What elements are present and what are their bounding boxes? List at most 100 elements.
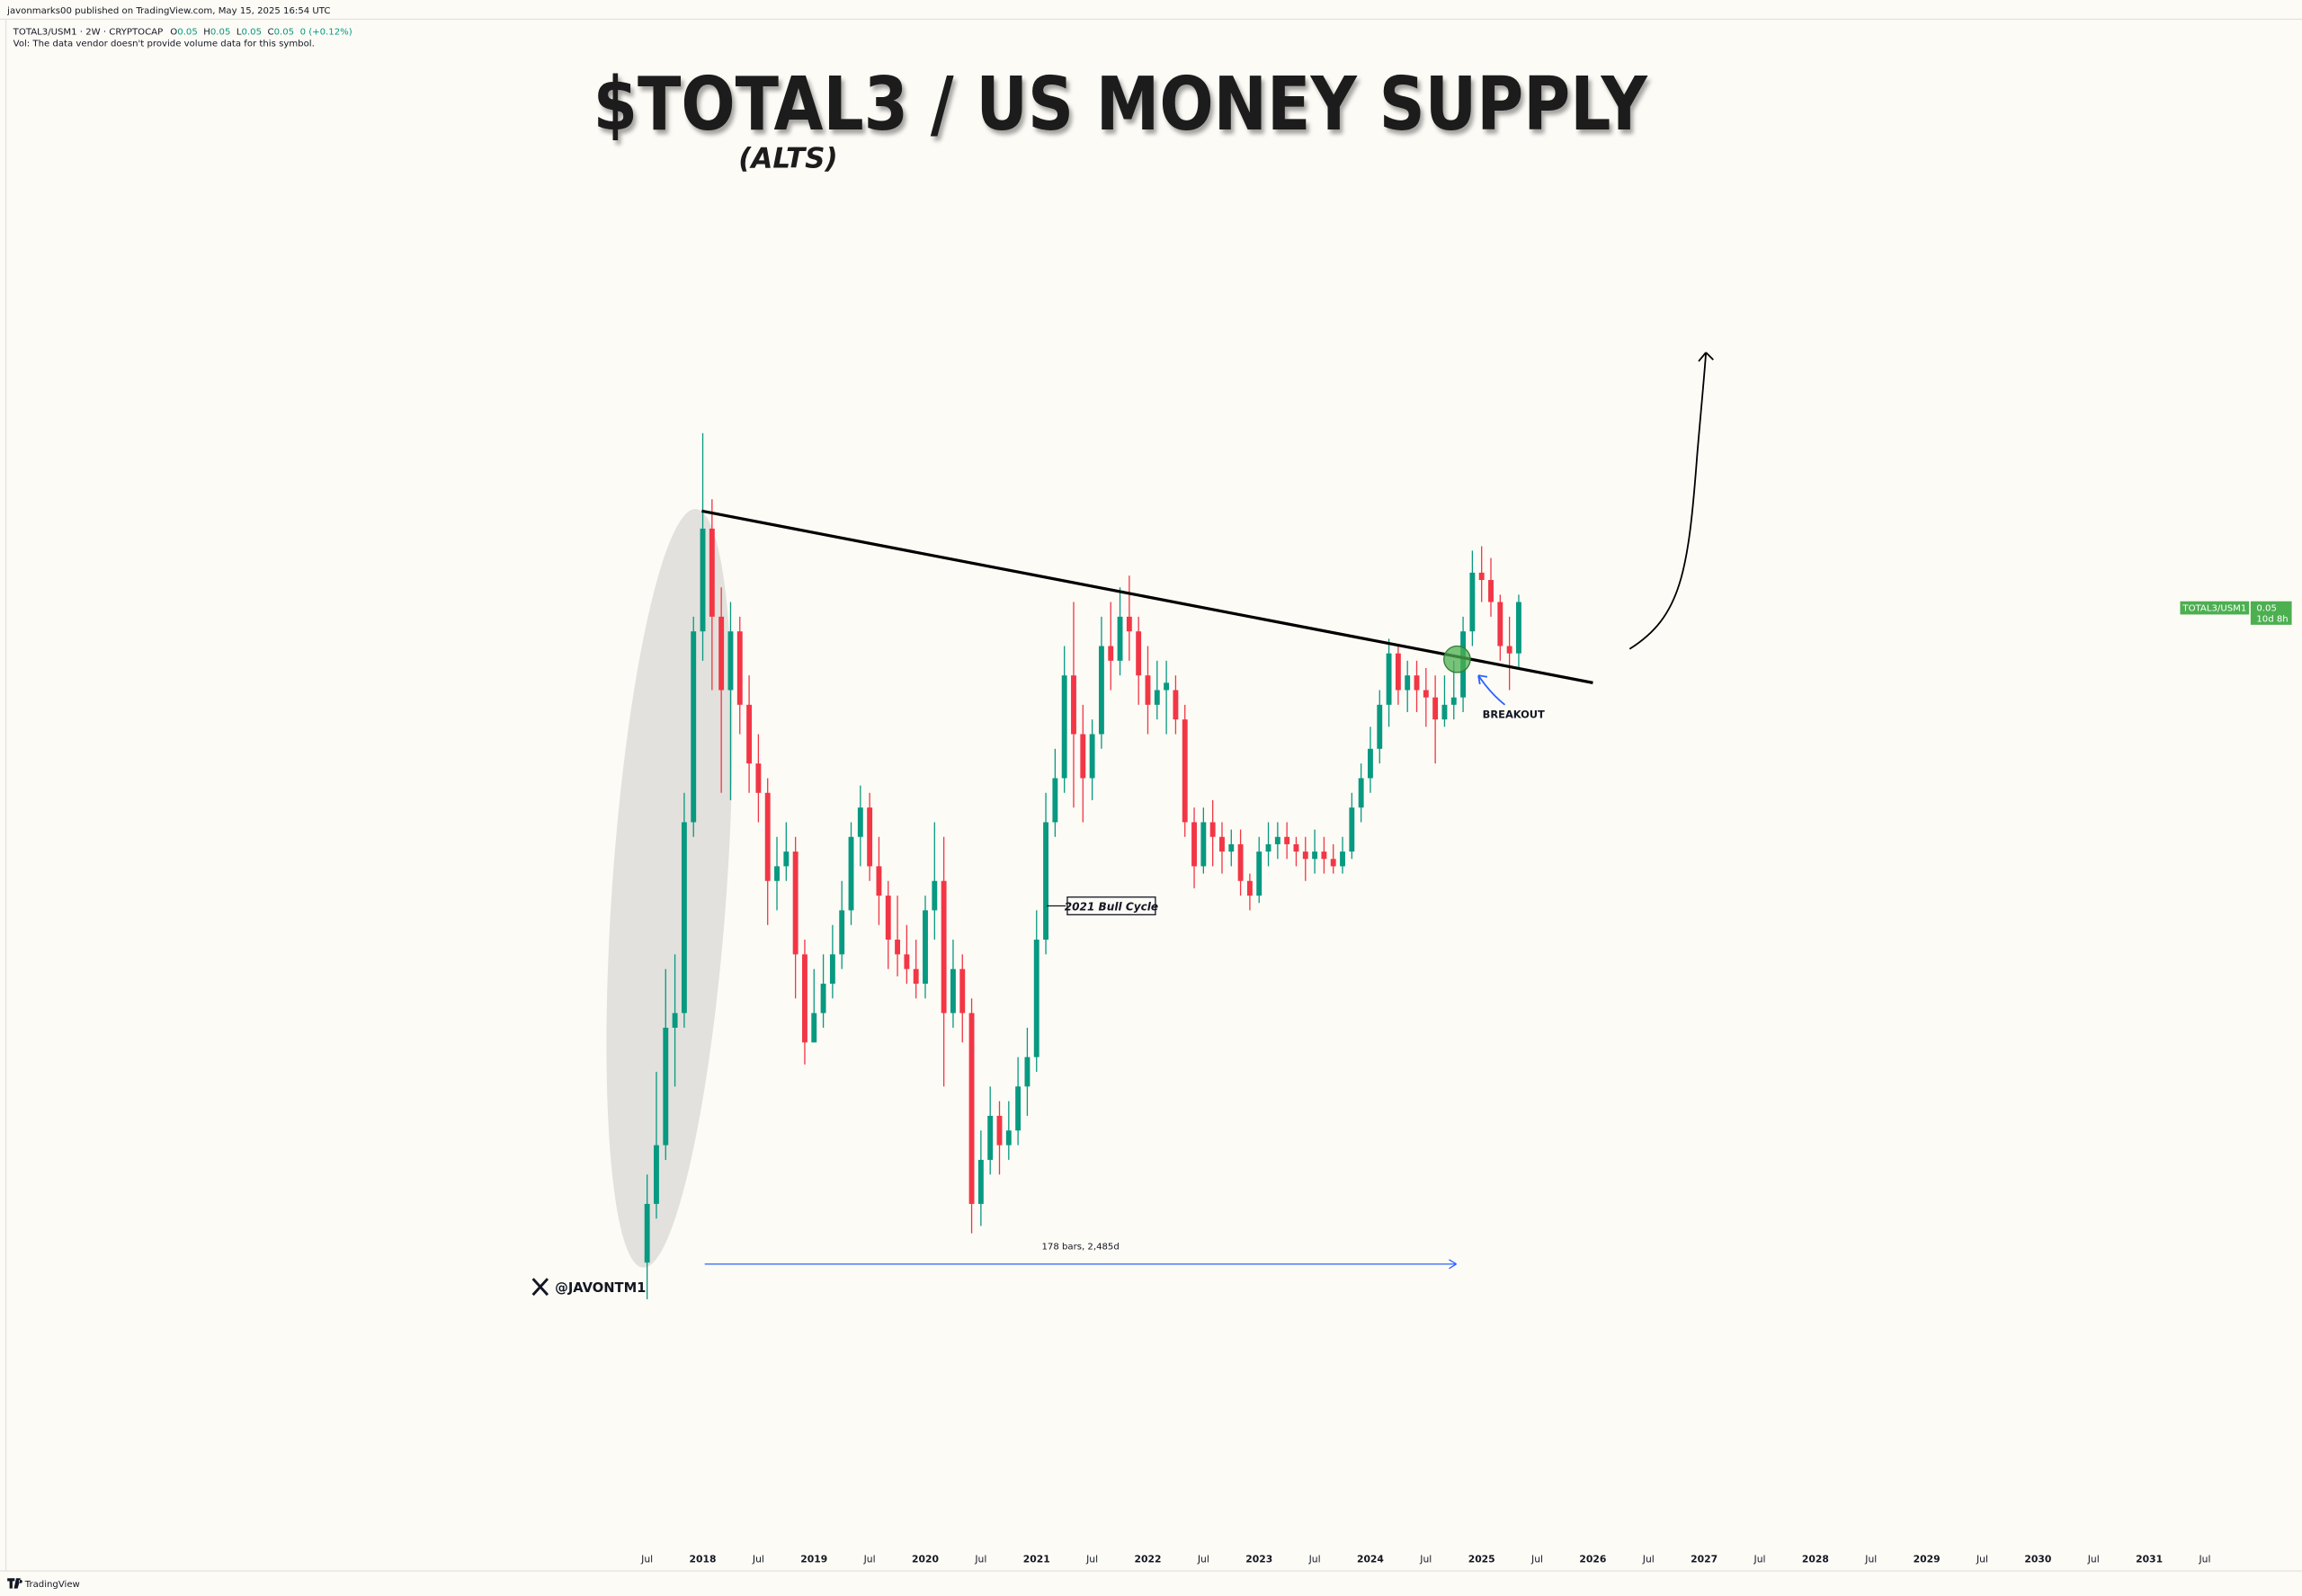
legend-title: TOTAL3/USM1 · 2W · CRYPTOCAP: [13, 28, 163, 38]
candle-body: [1098, 646, 1104, 735]
candle-body: [1246, 880, 1253, 896]
candle-body: [1312, 851, 1318, 860]
x-axis: Jul 2018 Jul 2019 Jul 2020 Jul 2021 Jul 2022 Jul 20…: [640, 1553, 2210, 1565]
candle-body: [654, 1145, 659, 1204]
candle-body: [755, 763, 762, 793]
candle-body: [904, 954, 910, 969]
candle-body: [1191, 822, 1197, 867]
candle-body: [839, 910, 845, 955]
x-tick-label: 2027: [1691, 1553, 1718, 1565]
x-tick-label: Jul: [752, 1553, 764, 1565]
breakout-arrow: [1477, 674, 1506, 706]
callout-box: [1066, 896, 1156, 915]
candle-body: [1515, 602, 1521, 654]
candle-body: [829, 954, 835, 985]
candle-body: [1358, 778, 1364, 808]
projection-arrow: [1628, 352, 1714, 650]
candle-body: [1488, 580, 1494, 602]
candle-body: [1043, 822, 1048, 941]
candle-body: [1284, 836, 1290, 844]
x-logo: [531, 1278, 549, 1297]
candle-body: [709, 528, 715, 617]
ohlc-value: 0.05: [274, 28, 295, 38]
x-tick-label: Jul: [1642, 1553, 1655, 1565]
candle-body: [1182, 719, 1188, 823]
ohlc-value: 0.05: [210, 28, 231, 38]
candle-body: [700, 528, 706, 632]
candle-body: [848, 836, 854, 911]
candle-body: [1469, 572, 1476, 632]
candle-body: [857, 807, 863, 837]
candle-body: [1274, 836, 1280, 844]
candle-body: [1349, 807, 1355, 852]
x-tick-label: 2020: [912, 1553, 939, 1565]
x-tick-label: 2021: [1023, 1553, 1050, 1565]
candle-body: [1450, 697, 1457, 705]
candle-body: [1414, 675, 1420, 691]
x-tick-label: Jul: [1753, 1553, 1766, 1565]
ohlc-label: C: [268, 28, 274, 38]
candle-body: [1340, 851, 1345, 867]
candle-body: [1423, 690, 1429, 698]
candle-body: [1368, 748, 1373, 779]
x-tick-label: Jul: [1308, 1553, 1321, 1565]
candle-body: [1089, 734, 1095, 779]
candle-body: [727, 631, 734, 691]
breakout-label: BREAKOUT: [1483, 709, 1545, 721]
candle-body: [1005, 1130, 1012, 1146]
candle-body: [1015, 1086, 1022, 1131]
candle-body: [1173, 690, 1179, 720]
x-tick-label: 2023: [1245, 1553, 1272, 1565]
candle-body: [1256, 851, 1263, 896]
candle-body: [644, 1203, 650, 1263]
x-tick-label: 2031: [2136, 1553, 2163, 1565]
ohlc-label: L: [236, 28, 242, 38]
candle-body: [820, 984, 826, 1013]
candle-body: [736, 631, 743, 705]
candle-body: [941, 880, 947, 1013]
candle-body: [996, 1115, 1003, 1146]
candle-body: [1200, 822, 1207, 867]
candle-body: [718, 616, 725, 691]
candle-body: [1265, 843, 1271, 852]
candle-body: [987, 1115, 994, 1160]
x-tick-label: 2028: [1802, 1553, 1829, 1565]
price-label: TOTAL3/USM1 0.05 10d 8h: [2180, 601, 2292, 625]
candle-body: [1395, 653, 1401, 691]
candle-body: [950, 968, 956, 1013]
x-tick-label: 2025: [1468, 1553, 1495, 1565]
price-label-symbol: TOTAL3/USM1: [2182, 603, 2246, 613]
candle-body: [1071, 675, 1076, 735]
x-tick-label: Jul: [2087, 1553, 2100, 1565]
candle-body: [663, 1028, 669, 1146]
x-tick-label: 2022: [1134, 1553, 1161, 1565]
candle-body: [1386, 653, 1392, 705]
legend: TOTAL3/USM1 · 2W · CRYPTOCAP O0.05 H0.05…: [13, 28, 352, 38]
candle-body: [1033, 940, 1039, 1057]
candle-body: [885, 896, 891, 941]
x-tick-label: Jul: [1530, 1553, 1543, 1565]
candle-body: [1302, 851, 1308, 860]
candle-body: [959, 968, 966, 1013]
candle-body: [913, 968, 919, 985]
candle-body: [1506, 646, 1512, 654]
candle-body: [672, 1012, 678, 1029]
candle-body: [876, 866, 882, 896]
candle-body: [1080, 734, 1086, 779]
candle-body: [792, 851, 799, 955]
x-tick-label: Jul: [1976, 1553, 1988, 1565]
x-tick-label: Jul: [974, 1553, 986, 1565]
candle-body: [1108, 646, 1114, 661]
candle-body: [811, 1012, 817, 1043]
candle-body: [977, 1159, 984, 1204]
x-tick-label: Jul: [1197, 1553, 1209, 1565]
candle-body: [968, 1012, 975, 1204]
candle-body: [1024, 1057, 1031, 1087]
candle-body: [802, 954, 807, 1043]
x-tick-label: Jul: [1419, 1553, 1432, 1565]
x-tick-label: 2030: [2024, 1553, 2051, 1565]
publisher: javonmarks00 published on TradingView.co…: [6, 6, 330, 16]
candle-body: [1209, 822, 1216, 837]
